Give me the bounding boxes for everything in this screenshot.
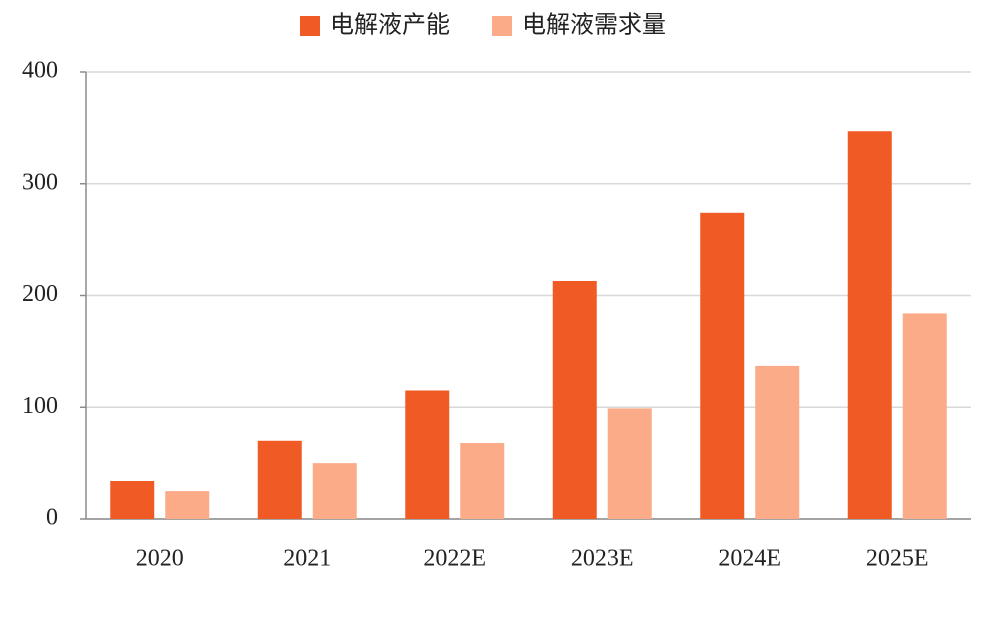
legend-swatch (492, 16, 512, 36)
x-tick-label: 2020 (136, 546, 184, 572)
bar (847, 131, 892, 520)
x-tick-label: 2024E (718, 546, 781, 572)
legend-swatch (300, 16, 320, 36)
bar (460, 443, 505, 519)
x-tick-label: 2023E (571, 546, 634, 572)
x-tick-label: 2025E (866, 546, 929, 572)
bar (110, 481, 155, 519)
legend-label: 电解液需求量 (522, 12, 666, 39)
bar (700, 212, 745, 519)
y-tick-label: 400 (22, 58, 58, 84)
bar (165, 491, 210, 519)
bar (405, 390, 450, 519)
bar (607, 408, 652, 519)
bar (257, 440, 302, 519)
bar (902, 313, 947, 519)
y-tick-label: 200 (22, 281, 58, 307)
y-tick-label: 100 (22, 393, 58, 419)
bar (755, 365, 800, 519)
bar (312, 463, 357, 519)
x-tick-label: 2021 (283, 546, 331, 572)
legend-label: 电解液产能 (330, 12, 450, 39)
y-tick-label: 0 (46, 505, 58, 531)
x-tick-label: 2022E (423, 546, 486, 572)
y-tick-label: 300 (22, 169, 58, 195)
bar (552, 280, 597, 519)
